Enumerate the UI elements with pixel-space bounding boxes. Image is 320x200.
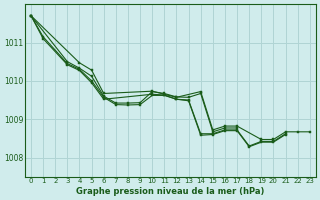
X-axis label: Graphe pression niveau de la mer (hPa): Graphe pression niveau de la mer (hPa) bbox=[76, 187, 265, 196]
